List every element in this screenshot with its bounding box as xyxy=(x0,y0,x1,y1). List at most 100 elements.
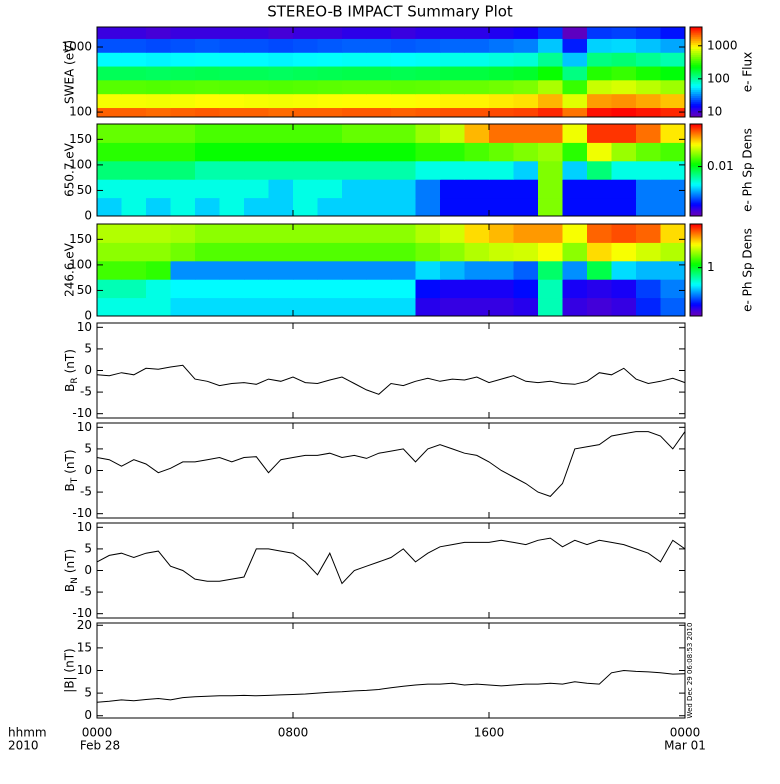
heatmap-cell xyxy=(342,179,367,199)
heatmap-cell xyxy=(391,179,416,199)
heatmap-cell xyxy=(342,66,367,81)
heatmap-cell xyxy=(317,38,343,53)
heatmap-cell xyxy=(97,179,122,199)
heatmap-cell xyxy=(293,52,318,67)
heatmap-cell xyxy=(440,197,465,217)
heatmap-cell xyxy=(513,142,539,162)
heatmap-cell xyxy=(513,197,539,217)
timestamp: Wed Dec 29 06:08:53 2010 xyxy=(686,623,694,719)
colorbar-step xyxy=(690,280,702,283)
heatmap-cell xyxy=(121,197,147,217)
colorbar-step xyxy=(690,115,702,118)
heatmap-cell xyxy=(195,66,220,81)
heatmap-cell xyxy=(97,142,122,162)
heatmap-cell xyxy=(146,260,171,280)
heatmap-cell xyxy=(587,107,612,118)
heatmap-cell xyxy=(562,124,588,143)
heatmap-cell xyxy=(146,297,171,317)
heatmap-cell xyxy=(268,160,294,180)
colorbar-step xyxy=(690,36,702,40)
heatmap-cell xyxy=(244,124,269,143)
heatmap-cell xyxy=(244,66,269,81)
heatmap-cell xyxy=(342,79,367,95)
heatmap-cell xyxy=(636,160,661,180)
heatmap-cell xyxy=(366,160,392,180)
heatmap-cell xyxy=(464,93,490,109)
heatmap-cell xyxy=(562,224,588,243)
heatmap-cell xyxy=(170,38,196,53)
colorbar-step xyxy=(690,304,702,307)
y-tick-label: 10 xyxy=(77,420,92,434)
colorbar-step xyxy=(690,312,702,315)
heatmap-cell xyxy=(660,79,686,95)
heatmap-cell xyxy=(415,124,441,143)
colorbar-step xyxy=(690,62,702,65)
x-tick-label: 0800 xyxy=(278,726,309,740)
heatmap-cell xyxy=(660,124,686,143)
heatmap-cell xyxy=(660,142,686,162)
panel: -10 -5 0 5 10 BT (nT) xyxy=(63,420,686,520)
heatmap-cell xyxy=(170,27,196,39)
heatmap-cell xyxy=(660,27,686,39)
heatmap-cell xyxy=(587,197,612,217)
colorbar-step xyxy=(690,188,702,191)
colorbar-step xyxy=(690,162,702,165)
heatmap-cell xyxy=(366,242,392,262)
y-axis-label: BN (nT) xyxy=(63,549,80,592)
heatmap-cell xyxy=(121,224,147,243)
heatmap-cell xyxy=(170,79,196,95)
heatmap-cell xyxy=(636,242,661,262)
heatmap-cell xyxy=(587,242,612,262)
colorbar-step xyxy=(690,272,702,275)
y-tick-label: -10 xyxy=(72,406,92,420)
colorbar-step xyxy=(690,156,702,159)
heatmap-cell xyxy=(366,142,392,162)
y-axis-label: 246.6 eV xyxy=(63,242,77,297)
heatmap-cell xyxy=(293,179,318,199)
heatmap-cell xyxy=(636,38,661,53)
heatmap-cell xyxy=(489,93,514,109)
colorbar-step xyxy=(690,230,702,233)
colorbar-step xyxy=(690,258,702,261)
heatmap-cell xyxy=(170,124,196,143)
heatmap-cell xyxy=(440,142,465,162)
heatmap-cell xyxy=(219,242,245,262)
heatmap-cell xyxy=(415,142,441,162)
heatmap-cell xyxy=(342,297,367,317)
colorbar-step xyxy=(690,85,702,89)
heatmap-cell xyxy=(97,38,122,53)
heatmap-cell xyxy=(170,297,196,317)
heatmap-cell xyxy=(440,38,465,53)
heatmap-cell xyxy=(636,279,661,299)
heatmap-cell xyxy=(146,242,171,262)
colorbar-step xyxy=(690,202,702,205)
heatmap-cell xyxy=(513,79,539,95)
heatmap-cell xyxy=(415,27,441,39)
heatmap-cell xyxy=(170,279,196,299)
heatmap-cell xyxy=(268,179,294,199)
x-unit-label: 2010 xyxy=(8,739,39,753)
heatmap-cell xyxy=(195,142,220,162)
colorbar-step xyxy=(690,81,702,85)
colorbar-step xyxy=(690,89,702,93)
colorbar-step xyxy=(690,282,702,285)
heatmap-cell xyxy=(489,66,514,81)
heatmap-cell xyxy=(268,142,294,162)
heatmap-cell xyxy=(562,179,588,199)
y-tick-label: 0 xyxy=(84,563,92,577)
colorbar-step xyxy=(690,254,702,257)
panel: -10 -5 0 5 10 BR (nT) xyxy=(63,320,686,420)
heatmap-cell xyxy=(538,38,563,53)
heatmap-cell xyxy=(391,38,416,53)
heatmap-cell xyxy=(538,160,563,180)
heatmap-cell xyxy=(415,79,441,95)
heatmap-cell xyxy=(587,279,612,299)
heatmap-cell xyxy=(440,27,465,39)
heatmap-cell xyxy=(587,52,612,67)
heatmap-cell xyxy=(513,224,539,243)
heatmap-cell xyxy=(219,38,245,53)
heatmap-cell xyxy=(268,224,294,243)
colorbar-step xyxy=(690,246,702,249)
heatmap-cell xyxy=(293,297,318,317)
colorbar-step xyxy=(690,154,702,157)
